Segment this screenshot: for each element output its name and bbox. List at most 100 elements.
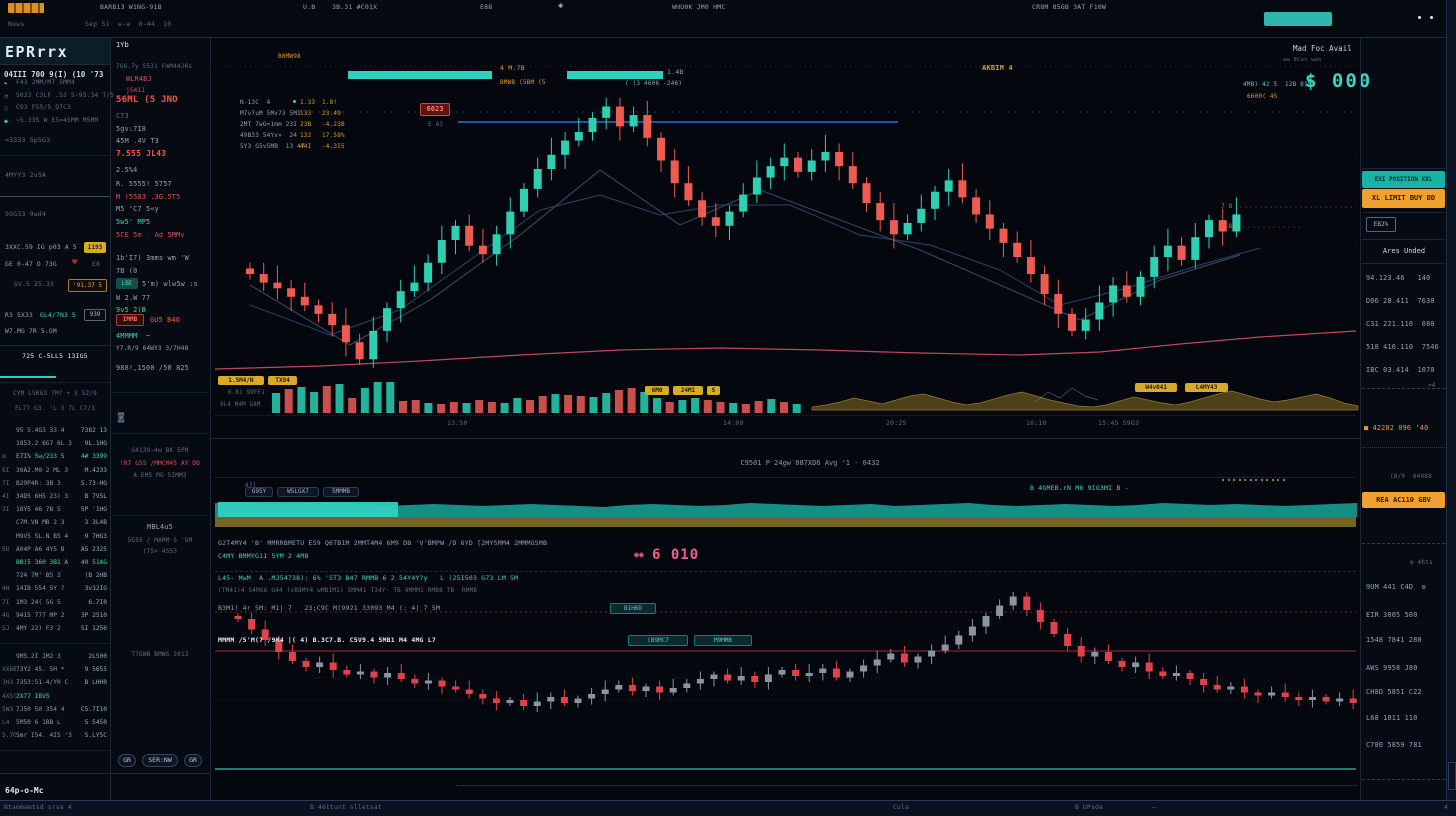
stats-pill-button[interactable]: SER:NW xyxy=(142,754,178,767)
buy-banner[interactable]: EXI POSITION XXL xyxy=(1362,171,1445,188)
feature-label: F43 2MM/M7 5MM4 xyxy=(16,80,75,86)
orderbook-row[interactable]: 4I34D5 6H5 23) 3B 7V5L xyxy=(0,490,110,503)
orderbook-row[interactable]: 1853.2 6G7 6L 39L.1HG xyxy=(0,437,110,450)
stats-pill-button[interactable]: GR xyxy=(184,754,202,767)
sell-banner[interactable]: XL LIMIT BUY DD xyxy=(1362,189,1445,208)
divider xyxy=(0,750,110,751)
level-badge[interactable]: 939 xyxy=(84,309,106,321)
signal-tag[interactable]: L4MY43 xyxy=(1185,383,1227,392)
inline-link-badge[interactable]: (B9MC7 xyxy=(628,635,688,646)
orderbook-row[interactable]: 5.7G5mr I54. 4I5 '35.LY5C xyxy=(0,729,110,742)
loss-badge[interactable]: IMMB xyxy=(116,314,144,326)
divider xyxy=(0,345,110,346)
text-line: C780 5859 781 xyxy=(1366,742,1422,749)
stats-pill-button[interactable]: GR xyxy=(118,754,136,767)
filter-pill-button[interactable]: W5LGX7 xyxy=(277,487,319,497)
orderbook-row[interactable]: 9M5.2I 1M2 32L500 xyxy=(0,650,110,663)
diamond-icon: ◆ xyxy=(4,118,8,125)
marker-tag[interactable]: 5 xyxy=(707,386,720,395)
orderbook-row[interactable]: 724 7M' B5 3(B 2HB xyxy=(0,569,110,582)
window-dot-icon[interactable] xyxy=(1418,16,1421,19)
orderbook-row[interactable]: 95 5.4G3 33 47382 13 xyxy=(0,424,110,437)
text-line: !R7 G55 /MMCM45 AY DD xyxy=(110,461,210,467)
legend-value: 1.33 xyxy=(300,100,315,106)
divider xyxy=(1362,239,1445,240)
orderbook-row[interactable]: 4G9415 777 MP 23P 2510 xyxy=(0,609,110,622)
mini-legend-dot-icon xyxy=(1261,479,1263,481)
text-line: FL77 G3. 'L 3 7L C7/3 xyxy=(0,406,110,412)
orderbook-row[interactable]: 7IB29P4R: 3B 35.73-HG xyxy=(0,477,110,490)
text-line: B0MW98 xyxy=(278,54,301,60)
text-line: M (5503 .3G.5T5 xyxy=(116,194,180,201)
legend-label: 49B33 54Yv» 24 xyxy=(240,133,297,139)
rta-banner[interactable]: REA AC110 GBV xyxy=(1362,492,1445,508)
currency-button[interactable]: EB2% xyxy=(1366,217,1396,232)
text-line: WLR4BJ xyxy=(126,76,152,83)
text-line: 4MB) 42 5 12B 81M xyxy=(1243,82,1312,88)
topbar-item[interactable]: WHU0K JM0 HMC xyxy=(672,4,725,11)
legend-label: 5Y3 G5v5MB 13 47 xyxy=(240,144,305,150)
orderbook-row[interactable]: L45M50 6 1BB L5 5450 xyxy=(0,716,110,729)
marker-tag[interactable]: 6M0 xyxy=(645,386,669,395)
ticker-chip[interactable]: LBE xyxy=(116,278,138,289)
filter-pill-button[interactable]: G95Y xyxy=(245,487,273,497)
mini-legend-dot-icon xyxy=(1233,479,1235,481)
price-alert-tag[interactable]: 6023 xyxy=(420,103,450,116)
text-line: B 4GMEB.rN M6 9IG3MI B - xyxy=(1030,485,1129,492)
orderbook-row[interactable]: 4H14IB 554 5Y ?3v32IG xyxy=(0,582,110,595)
topbar-action-button[interactable] xyxy=(1264,12,1332,26)
time-axis-label: 13:50 xyxy=(447,420,468,427)
text-line: 56ML (5 JNO xyxy=(116,96,178,105)
mini-legend-dot-icon xyxy=(1244,479,1246,481)
text-line: 3XXC.59 IG p03 A 5 xyxy=(5,245,77,251)
text-line: 1.4B xyxy=(667,69,683,76)
divider xyxy=(1360,38,1361,800)
orderbook-row[interactable]: 5W37J50 50 354 4C5.7I10 xyxy=(0,703,110,716)
orderbook-row[interactable]: XX6B73Y2 45. 5H *9 5655 xyxy=(0,663,110,676)
price-alert-box[interactable]: '91.37 5 xyxy=(68,279,107,292)
orderbook-row[interactable]: 6I30A2.M0 2 ML 3M.4233 xyxy=(0,464,110,477)
text-line: 1b'I7) 3mms wm 'W xyxy=(116,255,189,262)
volume-tag[interactable]: TX84 xyxy=(268,376,298,385)
volume-tag[interactable]: 1.5M4/N xyxy=(218,376,264,385)
alert-count-badge[interactable]: 1193 xyxy=(84,242,106,253)
text-line: ( (3 4606 -246) xyxy=(625,81,682,87)
orderbook-row[interactable]: BB(5 360 3B1 A40 51AG xyxy=(0,556,110,569)
topbar-item[interactable]: U.B xyxy=(303,4,315,11)
orderbook-row[interactable]: 3H37353:51-4/Y0 CB LHH0 xyxy=(0,676,110,689)
shield-icon[interactable]: ◈ xyxy=(558,2,564,11)
text-line: aw 8Cuv wwo xyxy=(1283,58,1322,64)
inline-link-badge[interactable]: M9MMB xyxy=(694,635,752,646)
text-line: 5GG33 9wd4 xyxy=(5,211,46,218)
orderbook-row[interactable]: C7M.VN MB 2 33 3L4B xyxy=(0,516,110,529)
topbar-item[interactable]: 3B.31 #C01X xyxy=(332,4,377,11)
text-line: =3333 5p5G3 xyxy=(5,137,50,144)
text-line: 518 416.110 7546 xyxy=(1366,344,1439,351)
watchlist-heart-icon[interactable]: ♥ xyxy=(72,259,78,268)
topbar-item[interactable]: BARB13 W1NG-91B xyxy=(100,4,162,11)
topbar-item[interactable]: E88 xyxy=(480,4,492,11)
text-line: 5w5' MP5 xyxy=(116,219,150,226)
marker-tag[interactable]: 24M1 xyxy=(673,386,703,395)
text-line: GL4/7N3 5 xyxy=(40,313,76,319)
text-line: CH8D 5851 C22 xyxy=(1366,689,1422,696)
filter-pill-button[interactable]: 5MMMB xyxy=(323,487,359,497)
status-item: Cula xyxy=(893,805,909,811)
divider xyxy=(0,382,110,383)
status-item: B 46ttunt slletsat xyxy=(310,805,382,811)
orderbook-row[interactable]: M9V5 5L.N B5 49 7HG3 xyxy=(0,530,110,543)
orderbook-row[interactable]: 3I18Y5 46 7B 55P '1HG xyxy=(0,503,110,516)
divider xyxy=(0,773,210,774)
text-line: GE 0-47 O 73G xyxy=(5,262,57,268)
window-dot-icon[interactable] xyxy=(1430,16,1433,19)
orderbook-row[interactable]: 4X5(2X77 IBV5 xyxy=(0,690,110,703)
topbar-item[interactable]: CR8M 85GB 3AT F10W xyxy=(1032,4,1106,11)
inline-link-badge[interactable]: B1H6D xyxy=(610,603,656,614)
orderbook-row[interactable]: 5J4MY 22) F3 25I 1256 xyxy=(0,622,110,635)
mini-legend-dot-icon xyxy=(1250,479,1252,481)
legend-value: -4.3I5 xyxy=(322,144,345,150)
orderbook-row[interactable]: 7I1M3 24( 5G 56.7I0 xyxy=(0,596,110,609)
orderbook-row[interactable]: ⚙E7I% 5w/233 54# 3399 xyxy=(0,450,110,463)
signal-tag[interactable]: W4v041 xyxy=(1135,383,1177,392)
orderbook-row[interactable]: 5UA04P A6 4Y5 BA5 2325 xyxy=(0,543,110,556)
